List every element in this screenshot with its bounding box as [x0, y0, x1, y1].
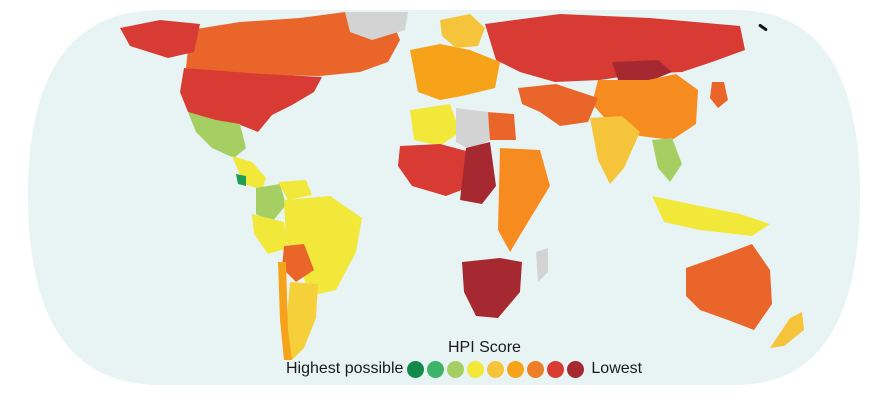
region-madagascar[interactable] — [536, 248, 548, 282]
legend-swatch-4 — [467, 360, 485, 378]
region-australia[interactable] — [686, 244, 772, 330]
region-india[interactable] — [590, 116, 640, 184]
region-middle-east[interactable] — [518, 84, 598, 126]
region-southern-africa[interactable] — [462, 258, 522, 318]
legend-title: HPI Score — [448, 339, 521, 356]
region-mongolia[interactable] — [612, 60, 672, 82]
legend-low-label: Lowest — [591, 360, 643, 377]
region-western-europe[interactable] — [410, 44, 500, 100]
region-central-america[interactable] — [232, 156, 266, 190]
region-venezuela[interactable] — [278, 180, 312, 200]
region-east-africa[interactable] — [498, 148, 550, 252]
region-canada[interactable] — [186, 12, 400, 76]
region-argentina[interactable] — [286, 282, 318, 360]
region-alaska[interactable] — [120, 20, 200, 58]
region-new-zealand[interactable] — [770, 312, 804, 348]
legend-swatch-5 — [487, 360, 505, 378]
legend: Highest possible Lowest — [286, 358, 642, 380]
legend-swatch-7 — [527, 360, 545, 378]
legend-swatches — [407, 360, 587, 378]
region-saharan-africa[interactable] — [456, 108, 490, 150]
region-central-africa[interactable] — [460, 142, 496, 204]
region-mexico[interactable] — [188, 112, 246, 158]
region-scandinavia[interactable] — [440, 14, 485, 48]
region-greenland[interactable] — [345, 12, 408, 40]
region-west-africa[interactable] — [398, 144, 472, 196]
region-colombia[interactable] — [256, 184, 286, 222]
region-peru[interactable] — [252, 214, 288, 254]
region-indonesia[interactable] — [652, 196, 770, 236]
legend-high-label: Highest possible — [286, 360, 404, 377]
region-russia[interactable] — [485, 14, 745, 82]
legend-swatch-6 — [507, 360, 525, 378]
region-north-africa[interactable] — [410, 104, 460, 146]
region-egypt[interactable] — [486, 112, 516, 140]
region-southeast-asia[interactable] — [652, 138, 682, 182]
legend-swatch-3 — [447, 360, 465, 378]
legend-swatch-8 — [547, 360, 565, 378]
legend-swatch-2 — [427, 360, 445, 378]
region-usa[interactable] — [180, 68, 322, 132]
region-bolivia[interactable] — [282, 244, 314, 282]
legend-swatch-1 — [407, 360, 425, 378]
region-costa-rica[interactable] — [236, 174, 246, 186]
region-chile[interactable] — [278, 262, 292, 360]
legend-swatch-9 — [567, 360, 585, 378]
region-japan[interactable] — [710, 82, 728, 108]
